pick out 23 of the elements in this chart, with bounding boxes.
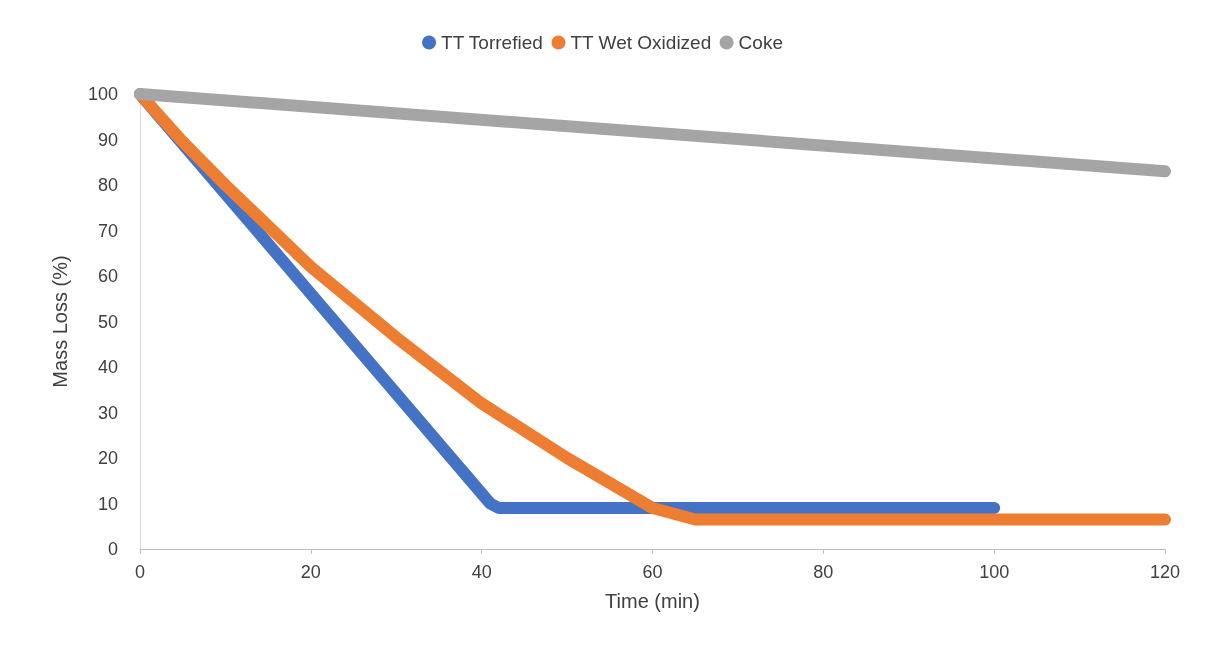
x-tick-label: 100 (979, 562, 1010, 582)
x-tick-label: 80 (813, 562, 834, 582)
legend-label: TT Torrefied (441, 32, 543, 53)
x-tick-label: 120 (1149, 562, 1181, 582)
y-tick-label: 60 (97, 266, 118, 286)
y-tick-label: 30 (97, 402, 118, 423)
x-tick-label: 60 (642, 562, 663, 582)
y-tick-label: 50 (97, 311, 118, 332)
y-tick-label: 10 (97, 493, 118, 514)
x-axis-title: Time (min) (605, 590, 700, 612)
y-tick-label: 40 (97, 357, 118, 377)
y-tick-label: 100 (87, 84, 118, 104)
y-tick-label: 70 (97, 220, 118, 241)
x-tick-label: 20 (300, 562, 321, 582)
y-tick-label: 90 (97, 129, 118, 150)
x-tick-label: 0 (134, 562, 146, 582)
legend-label: Coke (738, 32, 783, 53)
x-tick-label: 40 (471, 562, 492, 582)
y-tick-label: 20 (97, 448, 118, 468)
legend-label: TT Wet Oxidized (570, 32, 712, 53)
y-tick-label: 0 (107, 539, 118, 559)
y-tick-label: 80 (97, 175, 118, 195)
y-axis-title: Mass Loss (%) (49, 255, 71, 388)
